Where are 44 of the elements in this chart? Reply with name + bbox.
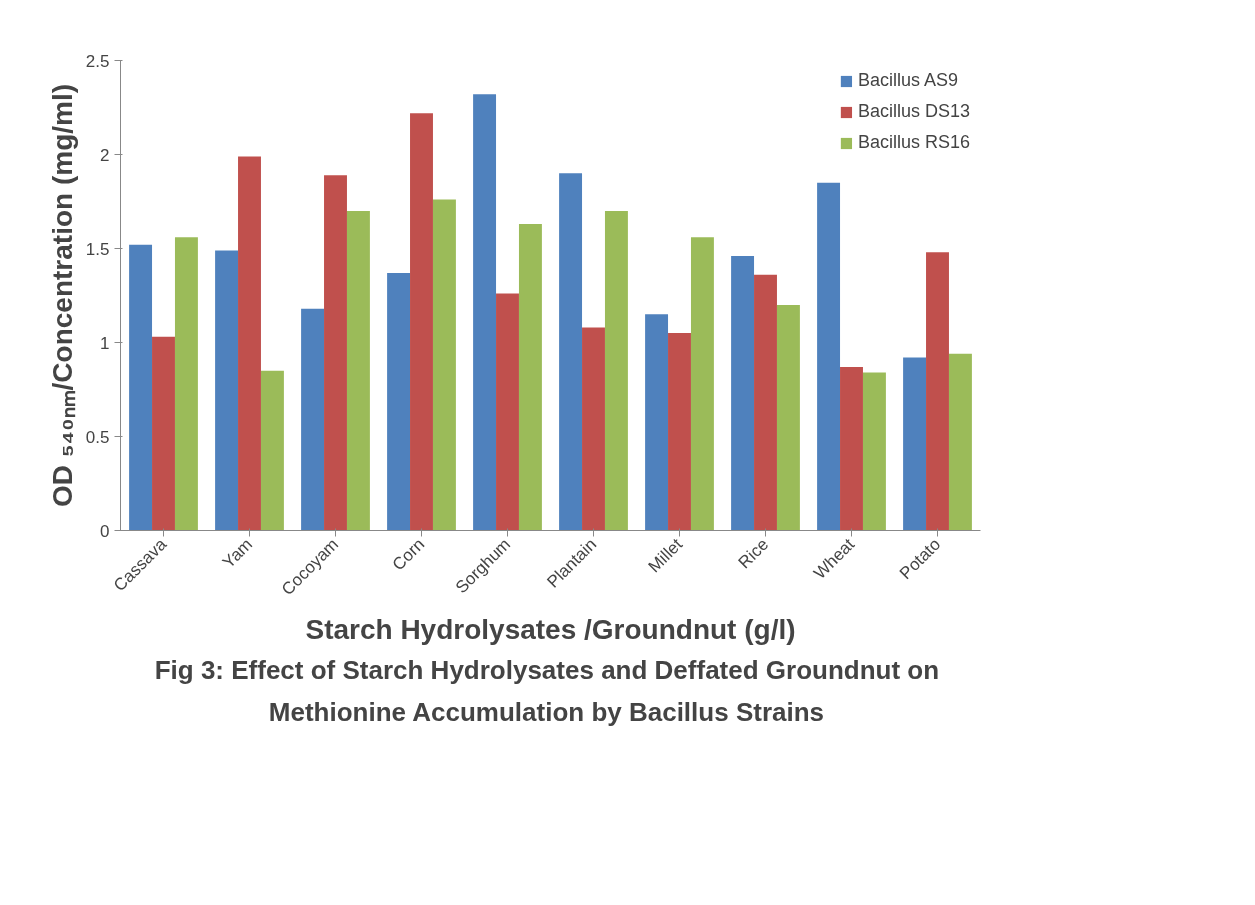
- legend-label: Bacillus AS9: [857, 70, 958, 91]
- y-tick-label: 2: [100, 145, 110, 165]
- y-tick-label: 1: [100, 333, 110, 353]
- bar: [324, 175, 347, 531]
- x-tick-label: Rice: [734, 534, 773, 573]
- bar: [129, 244, 153, 531]
- x-tick-label: Yam: [218, 534, 257, 573]
- bar: [238, 156, 261, 531]
- bar: [604, 210, 628, 531]
- y-axis-title: OD ₅₄₀ₙₘ/Concentration (mg/ml): [46, 83, 78, 508]
- bar: [174, 237, 198, 531]
- bar: [817, 182, 841, 531]
- bar: [582, 327, 605, 531]
- bar: [496, 293, 519, 531]
- bar: [473, 94, 497, 531]
- bar: [387, 272, 411, 531]
- bar: [754, 274, 777, 531]
- text: Fig 3: Effect of Starch Hydrolysates and Deffated Groundnut on Methionine Accumulation by Bacillus Strains: [154, 654, 940, 727]
- bar: [668, 333, 691, 531]
- bar: [903, 357, 927, 531]
- bar: [862, 372, 886, 531]
- y-tick-label: 0.5: [85, 427, 110, 447]
- bar: [948, 353, 972, 531]
- bar: [776, 304, 800, 531]
- bar: [690, 237, 714, 531]
- x-axis-title: Starch Hydrolysates /Groundnut (g/l): [305, 613, 796, 645]
- bar: [559, 173, 583, 531]
- bar: [926, 252, 949, 531]
- bar: [840, 366, 863, 531]
- bar: [518, 224, 542, 531]
- bar: [432, 199, 456, 531]
- bar: [152, 336, 175, 531]
- bar: [731, 256, 755, 531]
- y-tick-label: 0: [100, 521, 110, 541]
- y-tick-label: 1.5: [85, 239, 110, 259]
- bar: [260, 370, 284, 531]
- bar: [301, 308, 325, 531]
- bar: [410, 113, 433, 531]
- bar: [645, 314, 669, 531]
- legend-label: Bacillus RS16: [857, 132, 970, 153]
- y-tick-label: 2.5: [85, 51, 110, 71]
- legend-label: Bacillus DS13: [857, 101, 970, 122]
- bar: [215, 250, 239, 531]
- bar: [346, 210, 370, 531]
